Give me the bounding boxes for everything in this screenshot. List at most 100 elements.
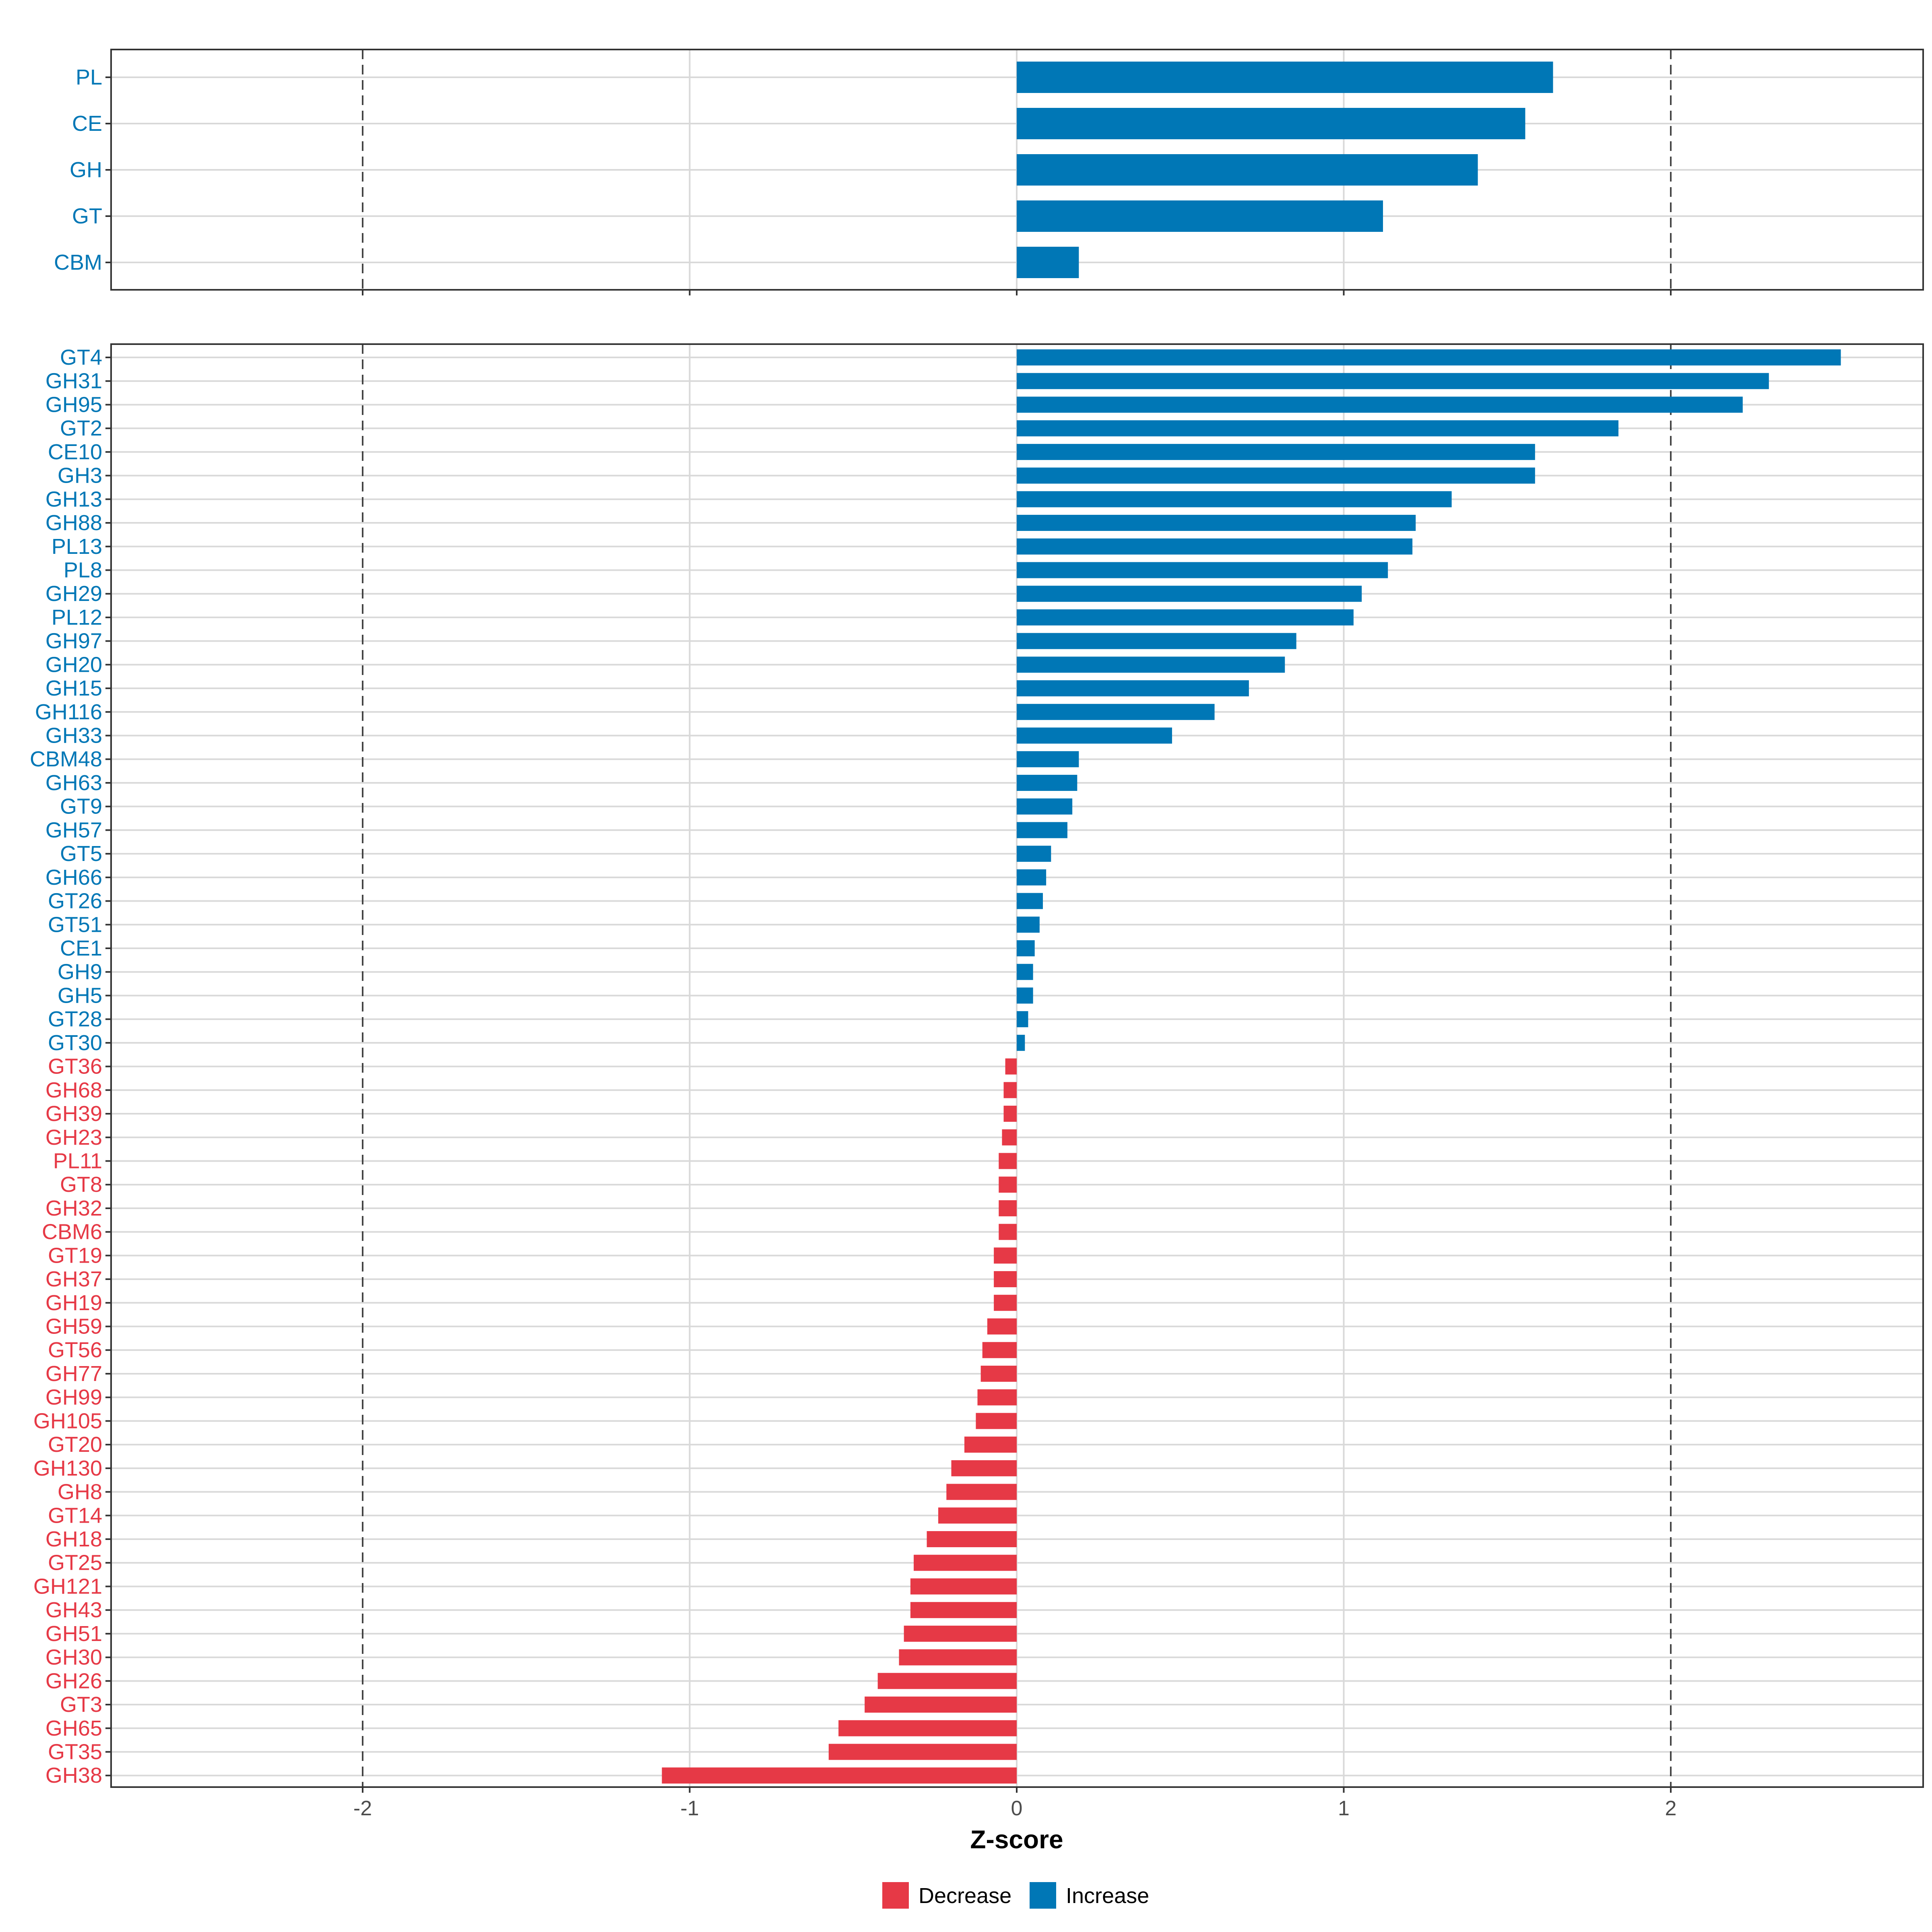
category-label: GH31	[45, 369, 102, 393]
bar	[977, 1389, 1017, 1406]
bar	[1017, 154, 1478, 186]
bar	[1017, 916, 1040, 933]
legend-swatch-increase	[1030, 1882, 1056, 1909]
bar	[1017, 373, 1769, 389]
bar	[987, 1318, 1017, 1335]
x-tick-label: 2	[1665, 1797, 1677, 1820]
legend-label-decrease: Decrease	[919, 1884, 1011, 1908]
bar	[1017, 467, 1535, 484]
bar	[976, 1413, 1017, 1429]
category-label: GH18	[45, 1527, 102, 1551]
category-label: GH63	[45, 771, 102, 795]
bar	[927, 1531, 1017, 1547]
bar	[1005, 1058, 1017, 1075]
category-label: GH51	[45, 1622, 102, 1646]
bar	[828, 1744, 1017, 1760]
category-label: GH33	[45, 724, 102, 748]
bar	[994, 1247, 1017, 1264]
category-label: GH23	[45, 1125, 102, 1150]
bar	[982, 1342, 1017, 1358]
bar	[999, 1177, 1017, 1193]
category-label: GH88	[45, 511, 102, 535]
category-label: GH30	[45, 1645, 102, 1670]
x-tick-label: 1	[1338, 1797, 1350, 1820]
category-label: GT19	[48, 1243, 102, 1267]
bar	[1003, 1106, 1017, 1122]
category-label: GH105	[33, 1409, 102, 1433]
category-label: CBM	[54, 250, 102, 275]
category-label: GT2	[60, 416, 102, 440]
category-label: CBM6	[42, 1220, 102, 1244]
category-label: CE10	[48, 440, 102, 464]
bar	[1017, 704, 1215, 720]
category-label: PL11	[53, 1149, 102, 1173]
category-label: GH9	[58, 960, 102, 984]
category-label: GH121	[33, 1574, 102, 1598]
category-label: GH3	[58, 464, 102, 488]
bar	[914, 1554, 1017, 1571]
bar	[1017, 396, 1743, 413]
bar	[938, 1507, 1017, 1524]
category-label: GH5	[58, 983, 102, 1007]
x-axis-label: Z-score	[970, 1825, 1063, 1854]
top-panel: PL CE GH GT CBM	[54, 49, 1924, 295]
bar	[1017, 108, 1525, 139]
category-label: GH57	[45, 818, 102, 842]
category-label: GH59	[45, 1315, 102, 1339]
category-label: GH38	[45, 1763, 102, 1788]
bar	[1017, 751, 1079, 768]
legend-swatch-decrease	[882, 1882, 909, 1909]
bar	[1017, 1011, 1028, 1028]
bar	[910, 1602, 1017, 1618]
bar	[1017, 62, 1553, 93]
category-label: GH43	[45, 1598, 102, 1622]
bar	[1017, 633, 1296, 649]
bar	[1017, 727, 1172, 744]
category-label: GT	[72, 204, 102, 228]
bar	[1017, 1034, 1025, 1051]
category-label: GT36	[48, 1055, 102, 1079]
category-label: GH37	[45, 1267, 102, 1291]
category-label: GH97	[45, 629, 102, 653]
category-label: GT56	[48, 1338, 102, 1362]
category-label: GH15	[45, 676, 102, 700]
bar	[1017, 515, 1416, 531]
bar	[1017, 680, 1249, 697]
bar	[1017, 940, 1035, 956]
category-label: GH	[70, 158, 102, 182]
category-label: GH130	[33, 1456, 102, 1480]
bar	[899, 1649, 1017, 1666]
category-label: GH39	[45, 1102, 102, 1126]
x-tick-label: 0	[1011, 1797, 1023, 1820]
category-label: GH95	[45, 392, 102, 417]
bar	[999, 1153, 1017, 1169]
bar	[1017, 798, 1073, 815]
category-label: GT35	[48, 1740, 102, 1764]
bar	[994, 1294, 1017, 1311]
category-label: GT51	[48, 912, 102, 937]
category-label: GH116	[35, 700, 102, 724]
x-tick-label: -1	[680, 1797, 699, 1820]
legend: Decrease Increase	[882, 1882, 1149, 1909]
category-label: GT5	[60, 842, 102, 866]
bar	[964, 1437, 1017, 1453]
category-label: GH8	[58, 1480, 102, 1504]
category-label: GT14	[48, 1503, 102, 1527]
category-label: CE1	[60, 936, 102, 960]
bar	[1003, 1082, 1017, 1098]
bar	[1017, 846, 1051, 862]
bar	[662, 1767, 1017, 1784]
category-label: GT9	[60, 795, 102, 819]
bar	[1017, 609, 1354, 625]
bar	[1017, 247, 1079, 278]
bar	[994, 1271, 1017, 1288]
category-label: GT30	[48, 1031, 102, 1055]
bar	[904, 1625, 1017, 1642]
category-label: GH29	[45, 582, 102, 606]
category-label: GT26	[48, 889, 102, 913]
category-label: GH19	[45, 1291, 102, 1315]
category-label: GT8	[60, 1172, 102, 1197]
category-label: PL8	[64, 558, 102, 582]
bottom-panel: GT4GH31GH95GT2CE10GH3GH13GH88PL13PL8GH29…	[30, 343, 1924, 1793]
